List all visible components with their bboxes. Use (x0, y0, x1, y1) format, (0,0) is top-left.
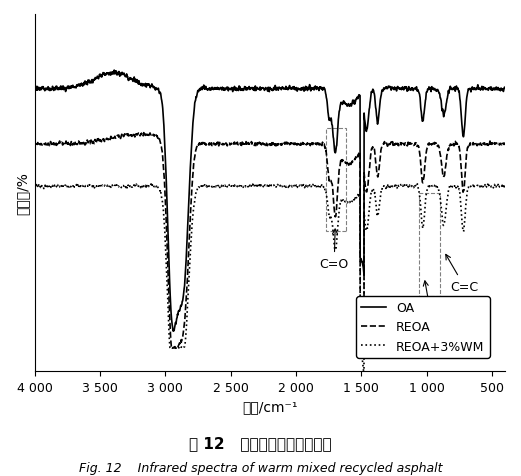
Text: 图 12   温拌再生沥青红外光谱: 图 12 温拌再生沥青红外光谱 (189, 436, 332, 450)
OA (32, 86, 38, 92)
REOA (218, 142, 224, 148)
OA (76, 82, 82, 88)
Text: S=O: S=O (416, 281, 445, 319)
REOA (141, 130, 147, 136)
OA (401, 86, 407, 91)
Line: REOA: REOA (34, 133, 505, 348)
Legend: OA, REOA, REOA+3%WM: OA, REOA, REOA+3%WM (356, 297, 490, 358)
REOA (76, 140, 82, 146)
Text: C=O: C=O (319, 229, 349, 270)
REOA+3%WM (370, 188, 377, 194)
REOA+3%WM (209, 185, 215, 190)
REOA (31, 142, 38, 148)
REOA (32, 141, 38, 147)
X-axis label: 波数/cm⁻¹: 波数/cm⁻¹ (242, 399, 297, 414)
REOA (209, 142, 216, 148)
REOA+3%WM (361, 371, 367, 377)
Line: OA: OA (34, 71, 505, 331)
REOA+3%WM (217, 184, 224, 190)
Text: Fig. 12    Infrared spectra of warm mixed recycled asphalt: Fig. 12 Infrared spectra of warm mixed r… (79, 461, 442, 474)
REOA (172, 346, 179, 351)
REOA (502, 142, 508, 148)
REOA+3%WM (76, 183, 82, 189)
REOA+3%WM (485, 181, 491, 187)
OA (170, 328, 176, 334)
OA (370, 89, 377, 95)
OA (111, 68, 117, 74)
REOA (401, 143, 407, 149)
Text: C=C: C=C (446, 255, 478, 293)
OA (209, 86, 216, 92)
REOA (370, 146, 377, 152)
REOA+3%WM (31, 183, 38, 188)
Y-axis label: 透过率/%: 透过率/% (15, 172, 29, 215)
OA (31, 86, 38, 92)
Line: REOA+3%WM: REOA+3%WM (34, 184, 505, 374)
REOA+3%WM (401, 184, 407, 189)
OA (218, 86, 224, 92)
OA (502, 86, 508, 91)
REOA+3%WM (32, 184, 38, 189)
REOA+3%WM (502, 183, 508, 189)
